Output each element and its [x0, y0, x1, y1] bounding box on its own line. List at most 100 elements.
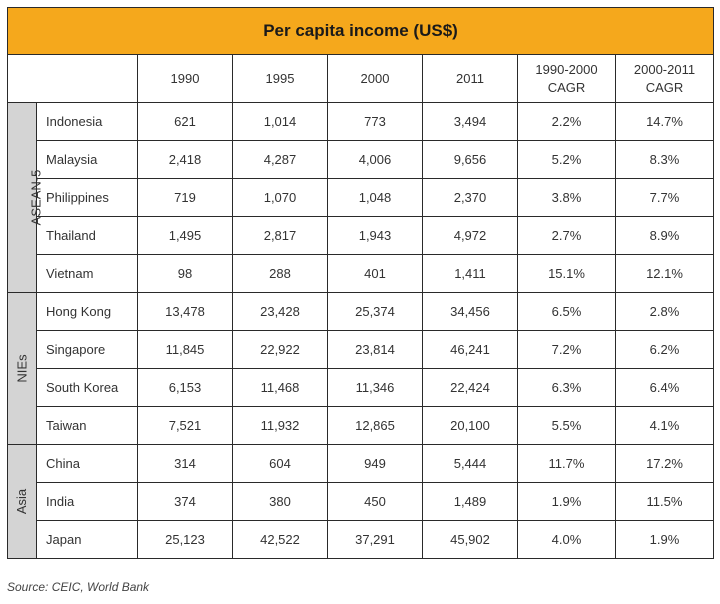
value-cell: 8.9% — [615, 216, 714, 255]
value-cell: 1.9% — [615, 520, 714, 559]
value-cell: 23,814 — [327, 330, 423, 369]
value-cell: 2,370 — [422, 178, 518, 217]
country-cell: Japan — [36, 520, 138, 559]
value-cell: 7.7% — [615, 178, 714, 217]
value-cell: 11,845 — [137, 330, 233, 369]
value-cell: 6.4% — [615, 368, 714, 407]
country-cell: India — [36, 482, 138, 521]
value-cell: 22,424 — [422, 368, 518, 407]
country-cell: Vietnam — [36, 254, 138, 293]
value-cell: 7.2% — [517, 330, 616, 369]
value-cell: 1,014 — [232, 102, 328, 141]
value-cell: 2.8% — [615, 292, 714, 331]
value-cell: 12.1% — [615, 254, 714, 293]
value-cell: 1,048 — [327, 178, 423, 217]
value-cell: 1,495 — [137, 216, 233, 255]
per-capita-income-table: Per capita income (US$) 1990 1995 2000 2011… — [7, 7, 714, 559]
value-cell: 11.7% — [517, 444, 616, 483]
table-row: Asia China 314 604 949 5,444 11.7% 17.2% — [7, 444, 714, 559]
country-cell: Singapore — [36, 330, 138, 369]
value-cell: 22,922 — [232, 330, 328, 369]
value-cell: 4,006 — [327, 140, 423, 179]
value-cell: 15.1% — [517, 254, 616, 293]
group-label-cell: ASEAN-5 — [7, 102, 43, 293]
group-label-cell: NIEs — [7, 292, 37, 445]
country-cell: South Korea — [36, 368, 138, 407]
table-row: Vietnam 98 288 401 1,411 15.1% 12.1% — [8, 254, 714, 293]
value-cell: 42,522 — [232, 520, 328, 559]
country-cell: Indonesia — [36, 102, 138, 141]
value-cell: 401 — [327, 254, 423, 293]
value-cell: 2,817 — [232, 216, 328, 255]
value-cell: 25,123 — [137, 520, 233, 559]
value-cell: 1.9% — [517, 482, 616, 521]
value-cell: 5.5% — [517, 406, 616, 445]
table-row: Thailand 1,495 2,817 1,943 4,972 2.7% 8.9% — [8, 216, 714, 255]
value-cell: 1,943 — [327, 216, 423, 255]
column-header: 2011 — [422, 54, 518, 103]
value-cell: 34,456 — [422, 292, 518, 331]
value-cell: 2.2% — [517, 102, 616, 141]
value-cell: 5,444 — [422, 444, 518, 483]
table-row: NIEs Hong Kong 13,478 23,428 25,374 34,456 6.5… — [7, 292, 714, 445]
value-cell: 1,489 — [422, 482, 518, 521]
column-header: 1990-2000 CAGR — [517, 54, 616, 103]
value-cell: 6.3% — [517, 368, 616, 407]
value-cell: 6.5% — [517, 292, 616, 331]
value-cell: 9,656 — [422, 140, 518, 179]
table-row: ASEAN-5 Indonesia 621 1,014 773 3,494 2.2% 14.7… — [7, 102, 714, 293]
value-cell: 11.5% — [615, 482, 714, 521]
country-cell: Thailand — [36, 216, 138, 255]
group-label-cell: Asia — [7, 444, 37, 559]
value-cell: 374 — [137, 482, 233, 521]
value-cell: 12,865 — [327, 406, 423, 445]
value-cell: 11,346 — [327, 368, 423, 407]
table-row: Japan 25,123 42,522 37,291 45,902 4.0% 1.9% — [8, 520, 714, 559]
value-cell: 1,070 — [232, 178, 328, 217]
income-table-container: Per capita income (US$) 1990 1995 2000 2011… — [7, 7, 714, 559]
column-header: 1990 — [137, 54, 233, 103]
value-cell: 719 — [137, 178, 233, 217]
country-cell: Malaysia — [36, 140, 138, 179]
value-cell: 773 — [327, 102, 423, 141]
country-cell: China — [36, 444, 138, 483]
value-cell: 17.2% — [615, 444, 714, 483]
value-cell: 621 — [137, 102, 233, 141]
value-cell: 7,521 — [137, 406, 233, 445]
value-cell: 450 — [327, 482, 423, 521]
header-corner-cell — [7, 54, 138, 103]
value-cell: 14.7% — [615, 102, 714, 141]
country-cell: Philippines — [36, 178, 138, 217]
value-cell: 1,411 — [422, 254, 518, 293]
value-cell: 949 — [327, 444, 423, 483]
value-cell: 13,478 — [137, 292, 233, 331]
country-cell: Taiwan — [36, 406, 138, 445]
country-cell: Hong Kong — [36, 292, 138, 331]
value-cell: 98 — [137, 254, 233, 293]
value-cell: 11,468 — [232, 368, 328, 407]
value-cell: 4.0% — [517, 520, 616, 559]
value-cell: 314 — [137, 444, 233, 483]
column-header: 2000 — [327, 54, 423, 103]
value-cell: 25,374 — [327, 292, 423, 331]
value-cell: 4.1% — [615, 406, 714, 445]
table-row: Singapore 11,845 22,922 23,814 46,241 7.2% 6.2… — [8, 330, 714, 369]
value-cell: 45,902 — [422, 520, 518, 559]
value-cell: 4,287 — [232, 140, 328, 179]
table-row: India 374 380 450 1,489 1.9% 11.5% — [8, 482, 714, 521]
value-cell: 2,418 — [137, 140, 233, 179]
group-label: NIEs — [14, 354, 30, 383]
value-cell: 23,428 — [232, 292, 328, 331]
value-cell: 288 — [232, 254, 328, 293]
value-cell: 6,153 — [137, 368, 233, 407]
value-cell: 46,241 — [422, 330, 518, 369]
value-cell: 380 — [232, 482, 328, 521]
group-label: Asia — [14, 488, 30, 515]
value-cell: 8.3% — [615, 140, 714, 179]
column-header: 2000-2011 CAGR — [615, 54, 714, 103]
table-row: Taiwan 7,521 11,932 12,865 20,100 5.5% 4.1% — [8, 406, 714, 445]
column-header-row: 1990 1995 2000 2011 1990-2000 CAGR 2000-2011 … — [7, 54, 714, 103]
table-row: Philippines 719 1,070 1,048 2,370 3.8% 7.7% — [8, 178, 714, 217]
table-row: Malaysia 2,418 4,287 4,006 9,656 5.2% 8.3% — [8, 140, 714, 179]
value-cell: 20,100 — [422, 406, 518, 445]
